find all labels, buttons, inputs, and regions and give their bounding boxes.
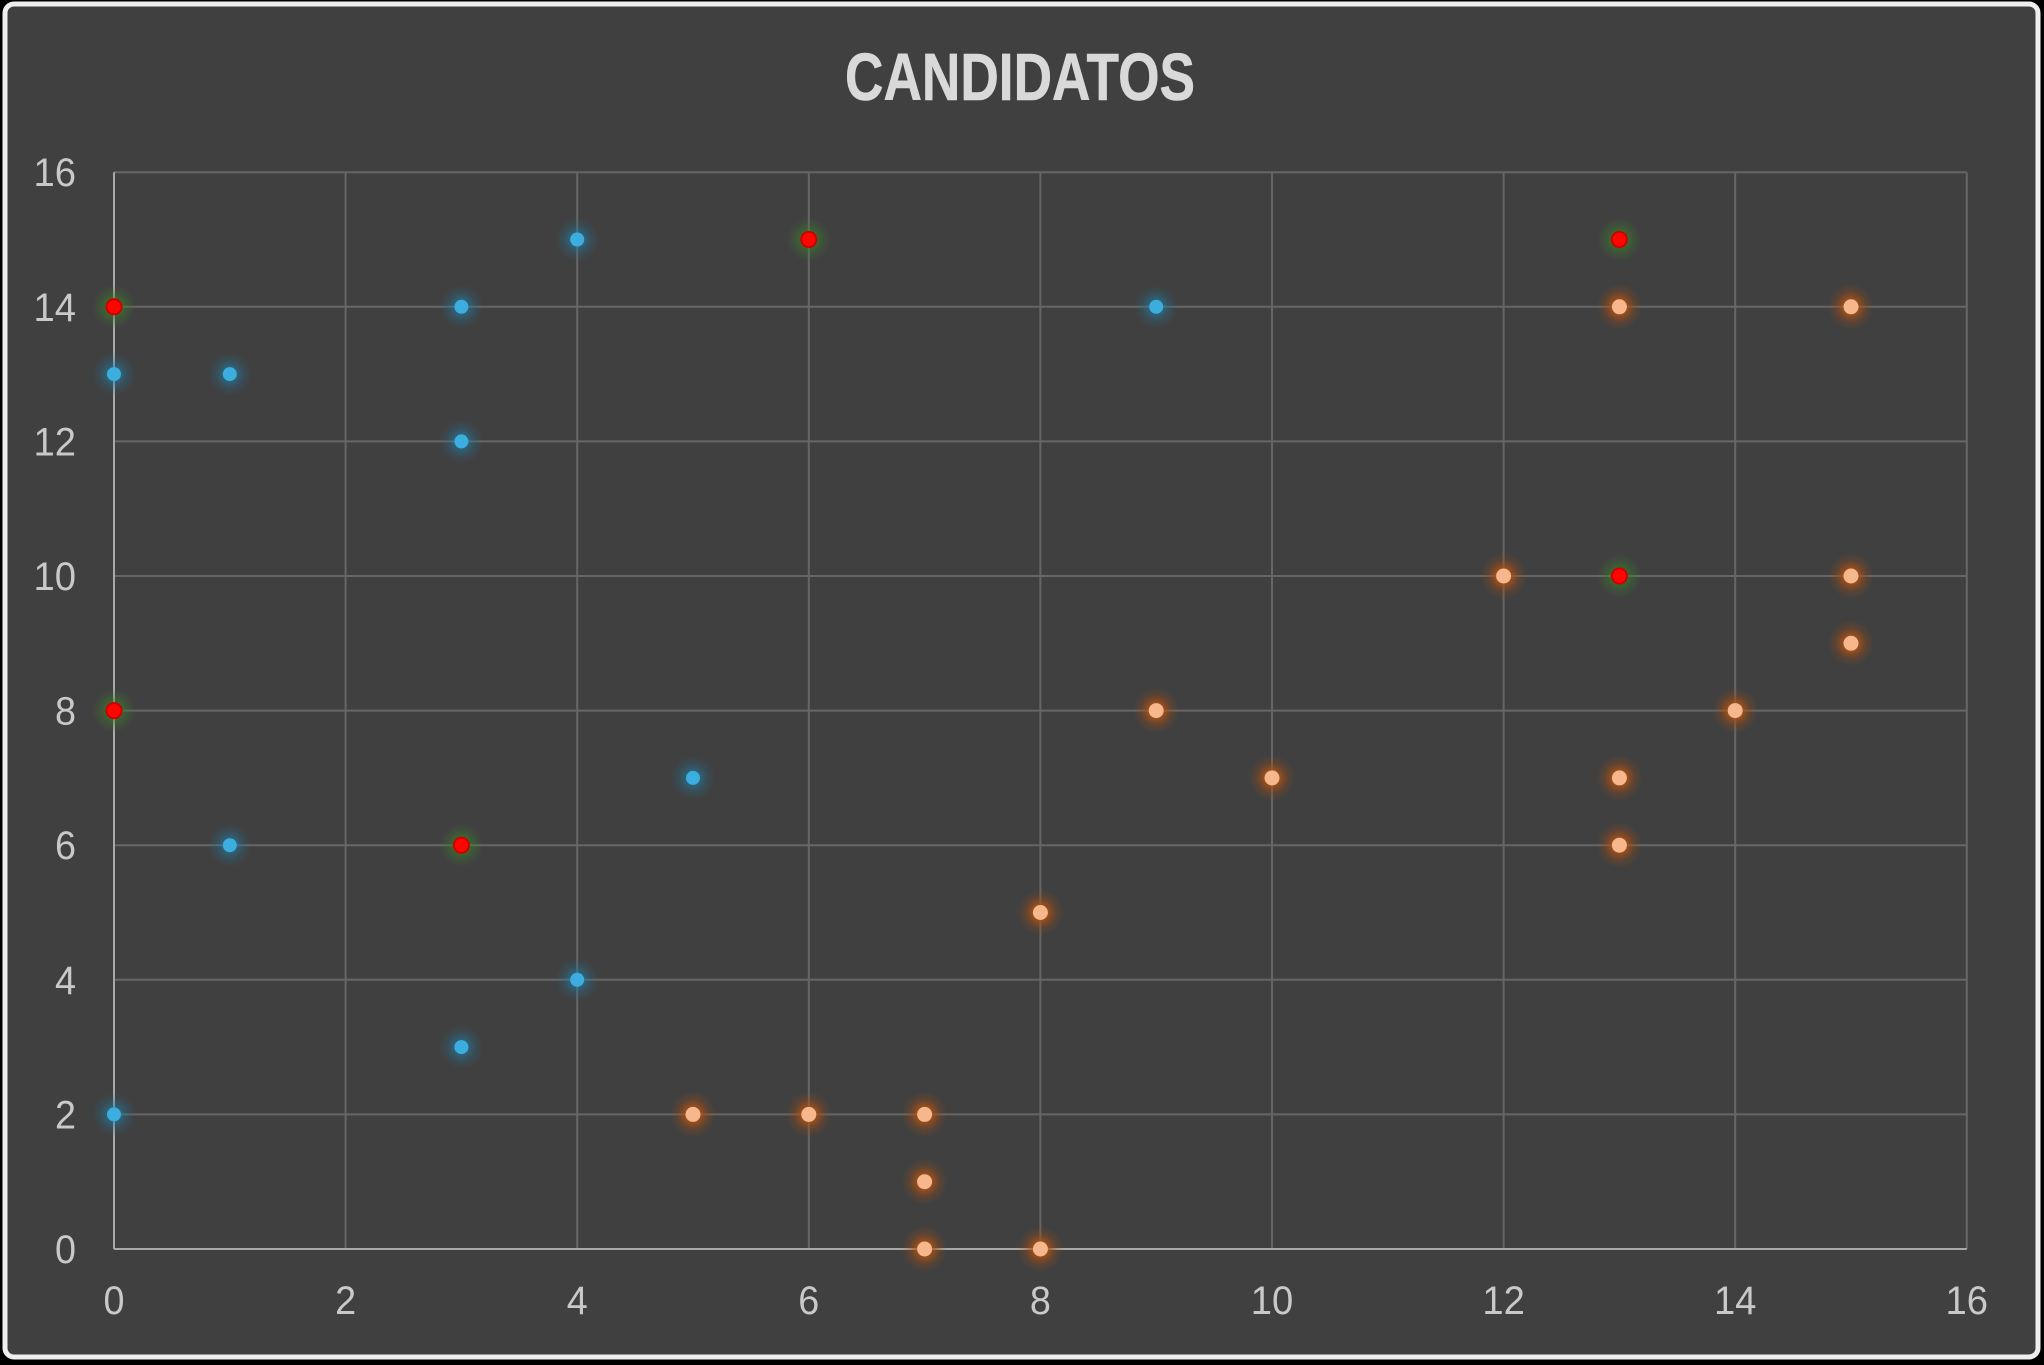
svg-text:6: 6 xyxy=(798,1279,819,1323)
svg-text:2: 2 xyxy=(55,1093,76,1137)
svg-text:14: 14 xyxy=(1714,1279,1757,1323)
svg-text:12: 12 xyxy=(1482,1279,1525,1323)
svg-text:14: 14 xyxy=(34,286,77,330)
svg-text:8: 8 xyxy=(55,690,76,734)
svg-text:2: 2 xyxy=(335,1279,356,1323)
svg-text:0: 0 xyxy=(55,1228,76,1272)
svg-text:12: 12 xyxy=(34,420,77,464)
svg-text:10: 10 xyxy=(34,555,77,599)
svg-text:4: 4 xyxy=(567,1279,588,1323)
svg-text:16: 16 xyxy=(1946,1279,1989,1323)
svg-text:0: 0 xyxy=(104,1279,125,1323)
svg-text:8: 8 xyxy=(1030,1279,1051,1323)
svg-text:4: 4 xyxy=(55,959,76,1003)
svg-text:16: 16 xyxy=(34,151,77,195)
svg-text:6: 6 xyxy=(55,824,76,868)
svg-text:CANDIDATOS: CANDIDATOS xyxy=(845,40,1195,115)
svg-text:10: 10 xyxy=(1251,1279,1294,1323)
